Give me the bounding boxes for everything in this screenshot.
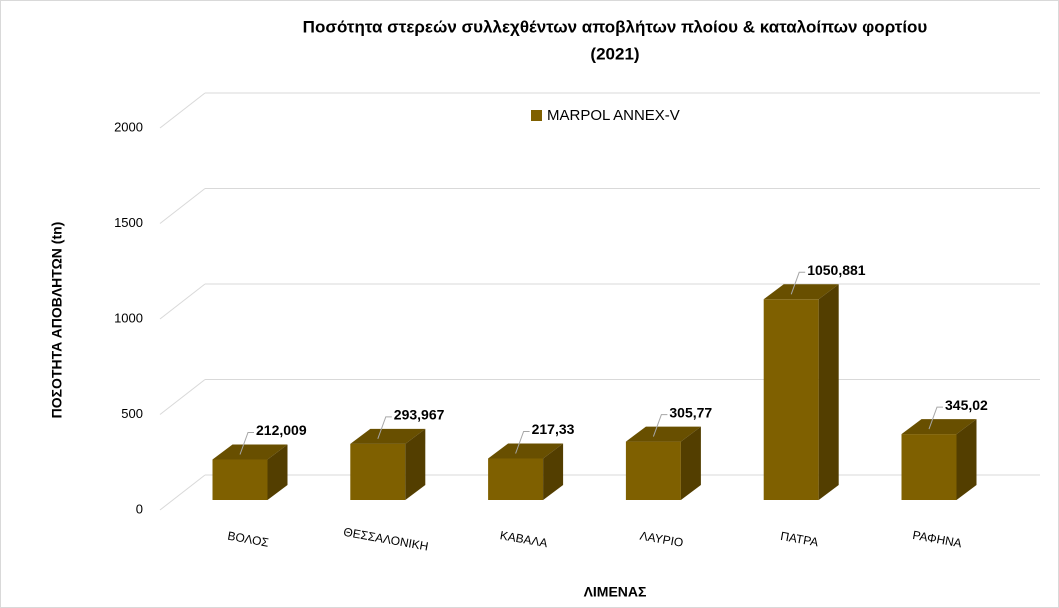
bar-top [625, 426, 701, 442]
bar-top [901, 419, 977, 435]
grid-line [159, 379, 206, 415]
grid-line [159, 474, 206, 511]
leader-line [790, 271, 806, 295]
bar-top [488, 443, 564, 459]
bar [350, 443, 406, 500]
grid-line [159, 92, 206, 129]
data-label: 1050,881 [807, 262, 866, 278]
chart-title: (2021) [590, 44, 639, 63]
leader-line [239, 432, 254, 455]
bar-side [543, 443, 564, 500]
x-tick-label: ΠΑΤΡΑ [779, 529, 819, 549]
bar-side [680, 426, 701, 500]
y-tick-label: 1000 [114, 310, 143, 325]
y-tick-label: 0 [136, 501, 143, 516]
bar-side [956, 419, 977, 500]
y-tick-label: 2000 [114, 119, 143, 134]
bar-side [267, 444, 288, 500]
leader-line [652, 414, 668, 437]
bar [212, 459, 268, 500]
bar-side [818, 284, 839, 500]
bar-top [212, 444, 288, 460]
bar-top [350, 428, 426, 444]
data-label: 293,967 [394, 407, 445, 423]
legend-swatch [531, 110, 542, 121]
y-tick-label: 1500 [114, 215, 143, 230]
grid-line [159, 283, 206, 320]
data-label: 345,02 [945, 397, 988, 413]
data-label: 305,77 [669, 404, 712, 420]
bar [763, 299, 819, 500]
leader-line [377, 416, 392, 440]
bar [901, 434, 957, 500]
bar [488, 458, 544, 500]
leader-line [928, 406, 943, 430]
bar [625, 441, 681, 500]
data-label: 212,009 [256, 422, 307, 438]
bar-side [405, 428, 426, 500]
bar-top [763, 284, 839, 300]
x-axis-title: ΛΙΜΕΝΑΣ [584, 584, 647, 600]
grid-line [159, 188, 206, 224]
data-label: 217,33 [532, 421, 575, 437]
leader-line [515, 430, 530, 454]
y-axis-title: ΠΟΣΟΤΗΤΑ ΑΠΟΒΛΗΤΩΝ (tn) [49, 222, 65, 419]
chart-title: Ποσότητα στερεών συλλεχθέντων αποβλήτων … [303, 17, 928, 36]
y-tick-label: 500 [121, 406, 143, 421]
legend-label: MARPOL ANNEX-V [547, 107, 680, 124]
